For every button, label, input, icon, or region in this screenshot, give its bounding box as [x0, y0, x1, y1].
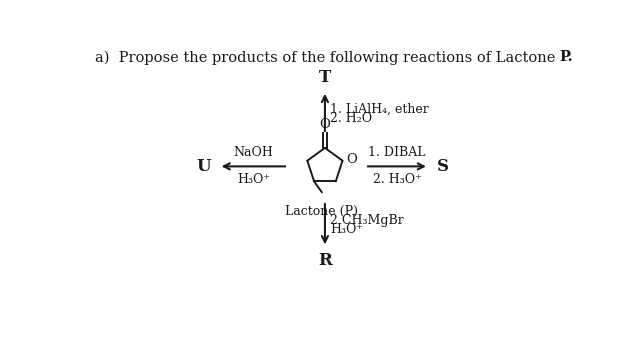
Text: 2. H₂O: 2. H₂O	[330, 112, 372, 125]
Text: NaOH: NaOH	[233, 146, 273, 160]
Text: T: T	[319, 69, 331, 86]
Text: O: O	[346, 153, 357, 167]
Text: 2. H₃O⁺: 2. H₃O⁺	[373, 173, 422, 186]
Text: a)  Propose the products of the following reactions of Lactone: a) Propose the products of the following…	[94, 50, 560, 65]
Text: 1. LiAlH₄, ether: 1. LiAlH₄, ether	[330, 103, 429, 116]
Text: S: S	[437, 158, 449, 175]
Text: Lactone (​P​): Lactone (​P​)	[285, 205, 358, 218]
Text: 1. DIBAL: 1. DIBAL	[368, 146, 425, 160]
Text: P.: P.	[560, 50, 573, 64]
Text: 2 CH₃MgBr: 2 CH₃MgBr	[330, 214, 404, 227]
Text: O: O	[320, 118, 330, 131]
Text: U: U	[197, 158, 211, 175]
Text: H₃O⁺: H₃O⁺	[330, 223, 363, 236]
Text: R: R	[318, 252, 332, 269]
Text: H₃O⁺: H₃O⁺	[237, 173, 270, 186]
